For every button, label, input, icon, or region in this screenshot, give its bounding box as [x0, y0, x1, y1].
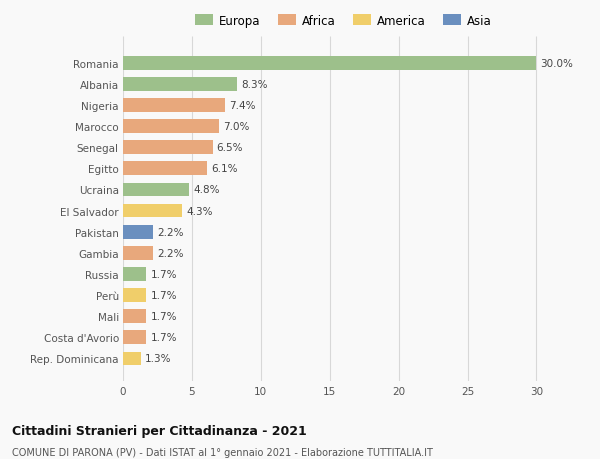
Bar — [123, 331, 146, 344]
Bar — [123, 204, 182, 218]
Bar — [123, 352, 141, 365]
Text: 7.0%: 7.0% — [224, 122, 250, 132]
Bar — [123, 310, 146, 324]
Bar — [123, 57, 536, 70]
Bar — [123, 78, 238, 91]
Text: Cittadini Stranieri per Cittadinanza - 2021: Cittadini Stranieri per Cittadinanza - 2… — [12, 425, 307, 437]
Bar — [123, 141, 212, 155]
Text: COMUNE DI PARONA (PV) - Dati ISTAT al 1° gennaio 2021 - Elaborazione TUTTITALIA.: COMUNE DI PARONA (PV) - Dati ISTAT al 1°… — [12, 448, 433, 458]
Text: 4.3%: 4.3% — [187, 206, 213, 216]
Bar — [123, 183, 189, 197]
Text: 1.7%: 1.7% — [151, 333, 177, 342]
Text: 2.2%: 2.2% — [157, 227, 184, 237]
Bar — [123, 120, 220, 134]
Text: 1.7%: 1.7% — [151, 269, 177, 280]
Text: 8.3%: 8.3% — [242, 80, 268, 90]
Bar — [123, 268, 146, 281]
Text: 6.5%: 6.5% — [217, 143, 243, 153]
Text: 1.7%: 1.7% — [151, 291, 177, 301]
Bar — [123, 289, 146, 302]
Text: 30.0%: 30.0% — [541, 59, 574, 68]
Text: 6.1%: 6.1% — [211, 164, 238, 174]
Text: 2.2%: 2.2% — [157, 248, 184, 258]
Bar — [123, 246, 154, 260]
Legend: Europa, Africa, America, Asia: Europa, Africa, America, Asia — [191, 10, 496, 32]
Bar — [123, 99, 225, 112]
Bar — [123, 225, 154, 239]
Bar — [123, 162, 207, 176]
Text: 4.8%: 4.8% — [193, 185, 220, 195]
Text: 1.7%: 1.7% — [151, 312, 177, 321]
Text: 7.4%: 7.4% — [229, 101, 256, 111]
Text: 1.3%: 1.3% — [145, 354, 172, 364]
